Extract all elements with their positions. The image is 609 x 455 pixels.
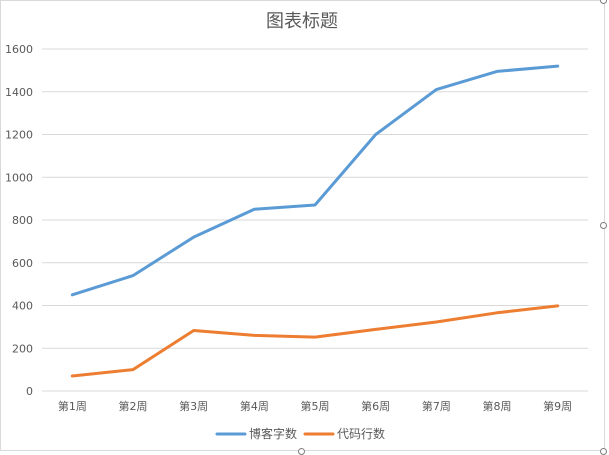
legend: 博客字数 代码行数 [215,426,385,441]
selection-handle-middle-right[interactable] [600,222,607,229]
y-tick-label: 1400 [5,86,33,99]
x-tick-label: 第8周 [483,399,512,413]
x-tick-label: 第7周 [422,399,451,413]
x-axis-tick-labels: 第1周 第2周 第3周 第4周 第5周 第6周 第7周 第8周 第9周 [58,399,572,413]
y-tick-label: 400 [12,300,33,313]
x-tick-label: 第4周 [240,399,269,413]
legend-label-1: 代码行数 [337,426,385,441]
x-tick-label: 第5周 [301,399,330,413]
series-line-1[interactable] [70,304,560,378]
y-tick-label: 1200 [5,129,33,142]
x-tick-label: 第9周 [543,399,572,413]
y-tick-label: 200 [12,342,33,355]
x-tick-label: 第6周 [361,399,390,413]
y-tick-label: 800 [12,214,33,227]
x-tick-label: 第3周 [179,399,208,413]
gridlines [42,48,588,392]
y-tick-label: 0 [26,385,33,398]
y-tick-label: 1600 [5,43,33,56]
series-lines [70,64,560,378]
y-tick-label: 600 [12,257,33,270]
y-tick-label: 1000 [5,171,33,184]
x-tick-label: 第1周 [58,399,87,413]
legend-label-0: 博客字数 [249,426,297,441]
chart-title: 图表标题 [266,11,338,32]
selection-handle-top-right[interactable] [600,0,607,4]
x-tick-label: 第2周 [119,399,148,413]
series-line-0[interactable] [70,64,560,297]
y-axis-tick-labels: 0 200 400 600 800 1000 1200 1400 1600 [5,43,33,398]
